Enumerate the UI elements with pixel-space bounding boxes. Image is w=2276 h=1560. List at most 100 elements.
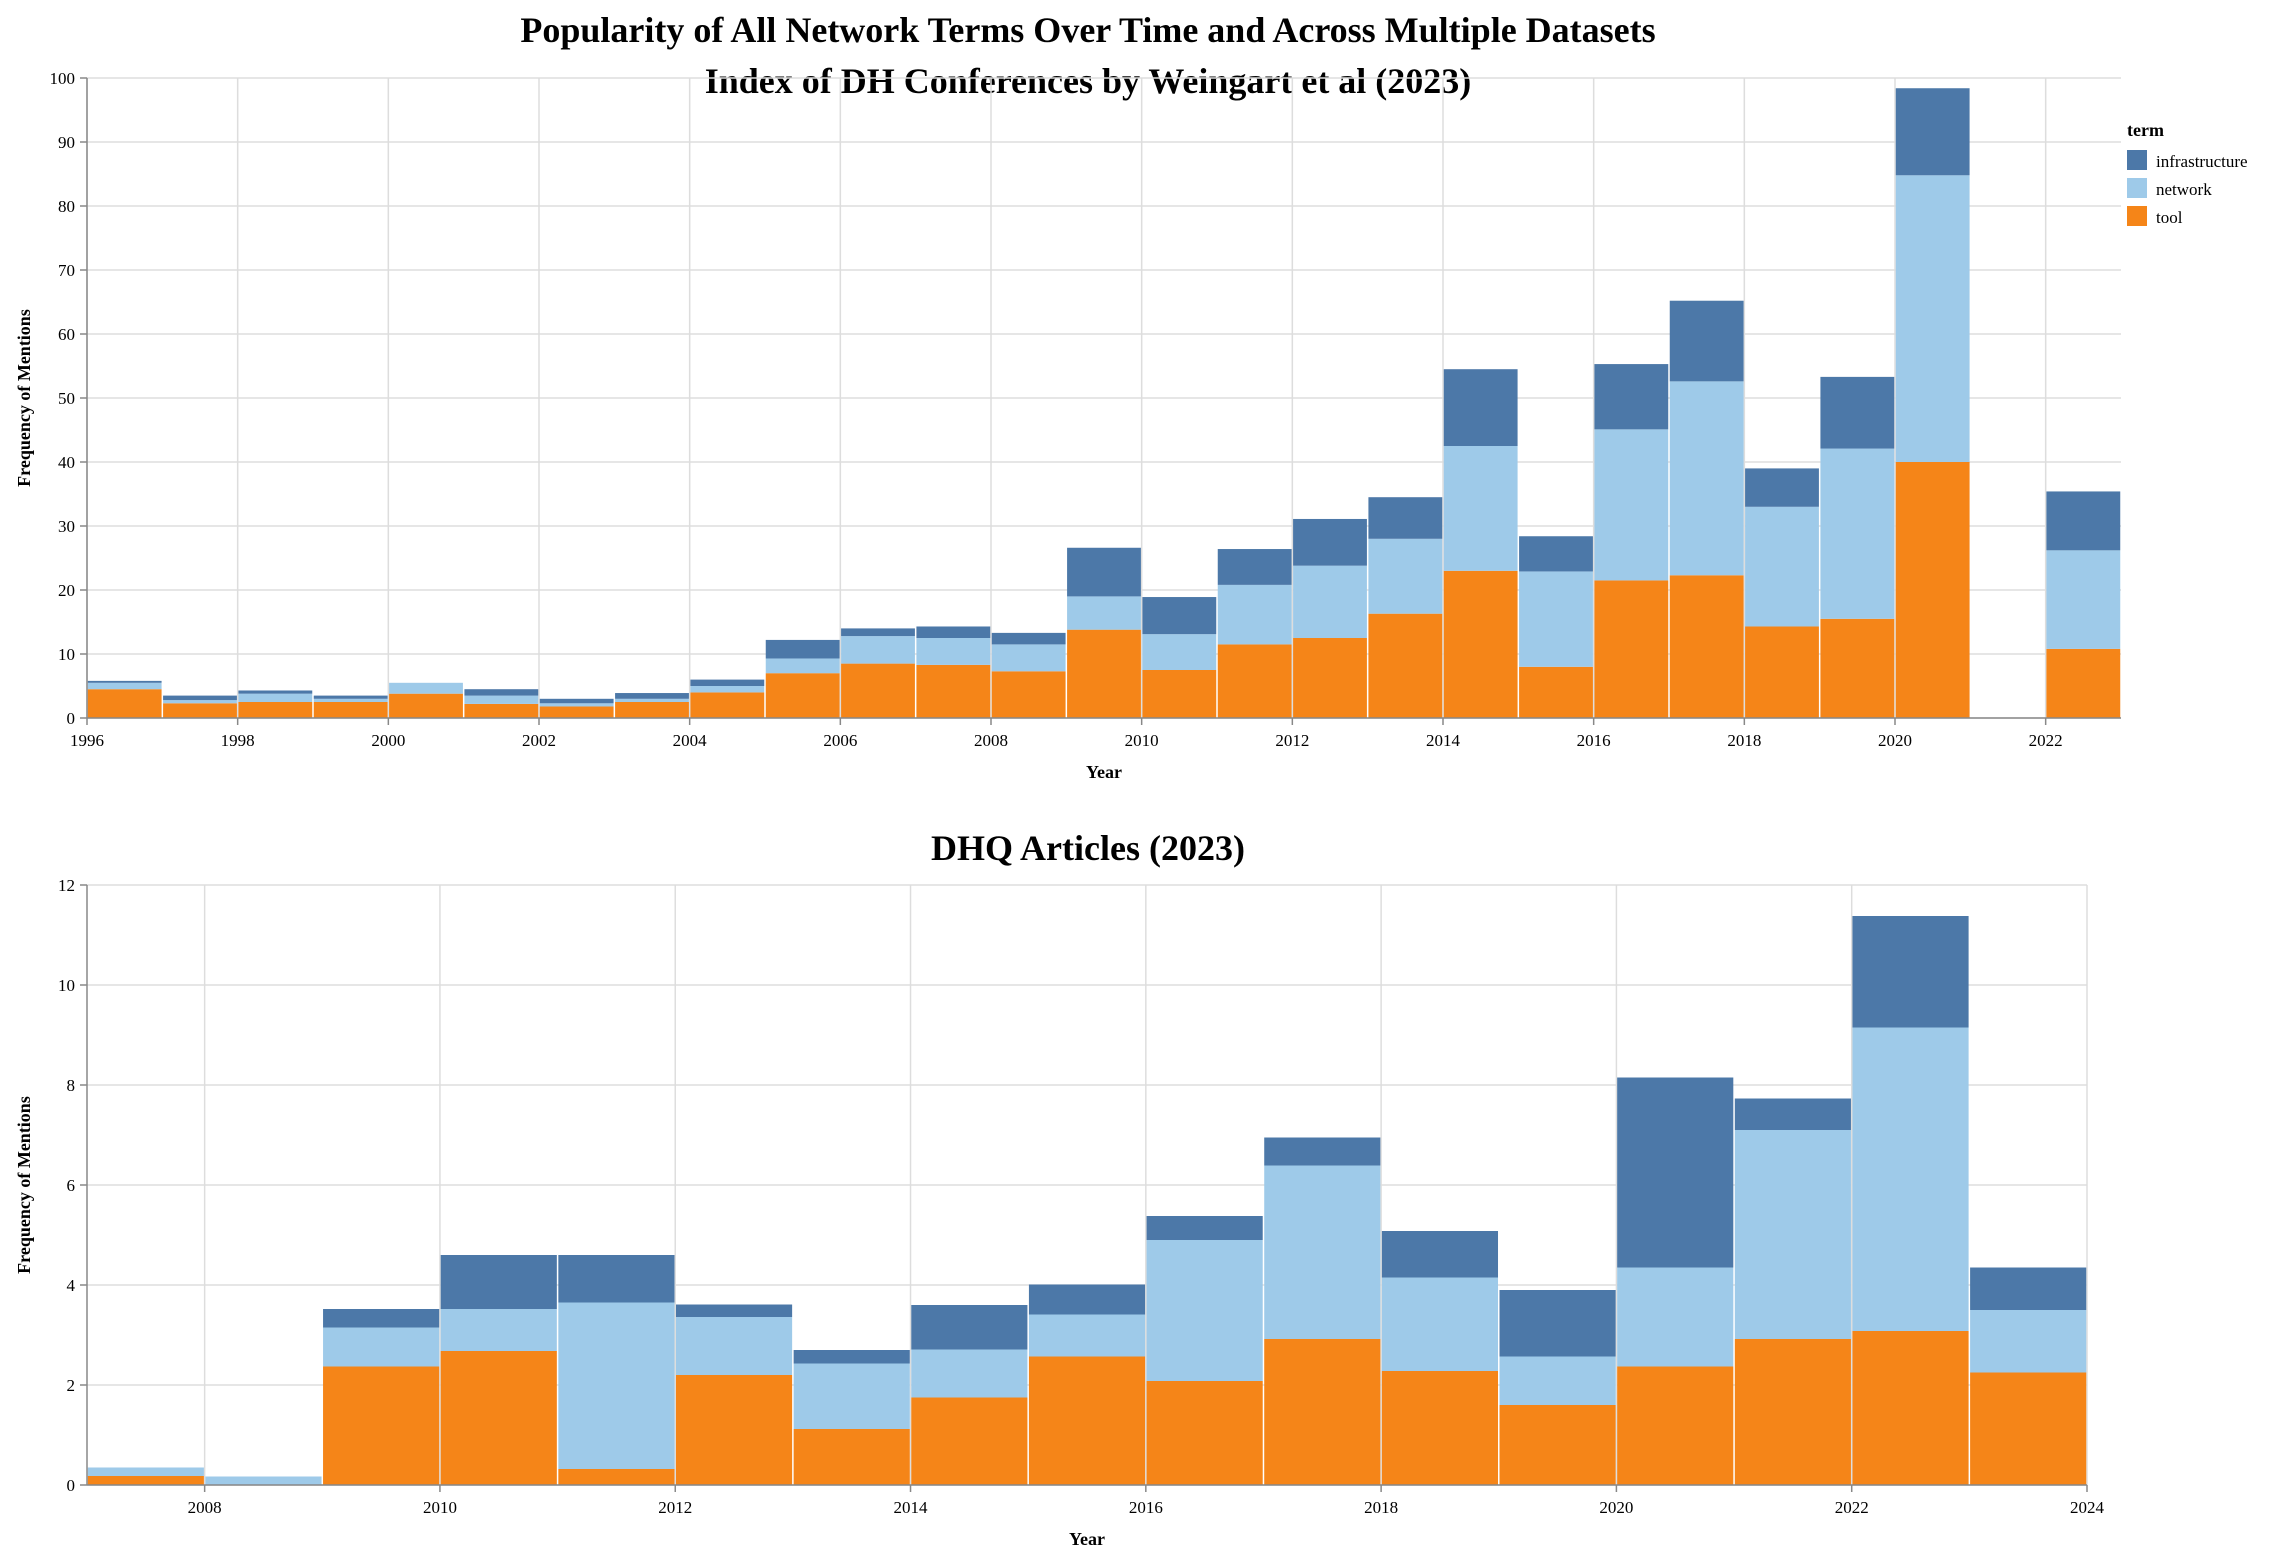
bar-conf-tool-2009	[1067, 629, 1141, 718]
x-tick-label-1998: 1998	[221, 731, 255, 750]
legend: term infrastructure network tool	[2127, 120, 2248, 227]
x-tick-label-2020: 2020	[1599, 1498, 1633, 1517]
bar-conf-tool-2005	[765, 673, 840, 718]
bar-conf-tool-2004	[690, 692, 765, 718]
bar-conf-tool-2003	[615, 702, 689, 718]
bar-dhq-network-2013	[793, 1363, 910, 1429]
bar-conf-network-2000	[389, 682, 463, 694]
y-tick-label-60: 60	[58, 325, 75, 344]
bar-conf-network-2009	[1067, 596, 1141, 630]
y-tick-label-50: 50	[58, 389, 75, 408]
bar-dhq-infrastructure-2013	[793, 1350, 910, 1364]
bar-dhq-network-2019	[1499, 1356, 1616, 1405]
bar-dhq-network-2012	[675, 1317, 793, 1375]
bar-conf-infrastructure-2004	[690, 679, 765, 686]
bar-dhq-network-2007	[87, 1467, 204, 1476]
y-tick-label-90: 90	[58, 133, 75, 152]
legend-item-tool: tool	[2127, 206, 2183, 227]
bar-dhq-network-2022	[1852, 1027, 1969, 1331]
bar-dhq-tool-2023	[1970, 1372, 2087, 1485]
bar-dhq-tool-2015	[1028, 1356, 1146, 1485]
x-tick-label-2020: 2020	[1878, 731, 1912, 750]
bar-conf-infrastructure-2022	[2046, 491, 2121, 551]
x-tick-label-2018: 2018	[1364, 1498, 1398, 1517]
bar-dhq-network-2016	[1146, 1240, 1263, 1381]
bar-conf-tool-1997	[163, 703, 237, 718]
y-tick-label-0: 0	[67, 709, 76, 728]
bar-conf-tool-1996	[87, 689, 162, 718]
bar-dhq-infrastructure-2023	[1970, 1267, 2087, 1310]
bar-dhq-tool-2012	[675, 1375, 793, 1485]
bar-conf-network-2003	[615, 698, 689, 702]
bar-conf-infrastructure-2003	[615, 693, 689, 699]
bar-conf-infrastructure-2008	[991, 632, 1066, 645]
x-tick-label-2008: 2008	[974, 731, 1008, 750]
bar-dhq-tool-2020	[1617, 1366, 1734, 1485]
bar-dhq-network-2010	[440, 1309, 557, 1351]
bar-conf-tool-2022	[2046, 648, 2121, 718]
bar-dhq-infrastructure-2022	[1852, 916, 1969, 1028]
y-tick-label-100: 100	[50, 69, 76, 88]
bar-dhq-infrastructure-2014	[911, 1305, 1028, 1350]
bar-dhq-tool-2019	[1499, 1405, 1616, 1485]
bar-conf-network-2005	[765, 658, 840, 674]
x-tick-label-2000: 2000	[371, 731, 405, 750]
legend-title: term	[2127, 120, 2164, 140]
x-tick-label-2012: 2012	[1275, 731, 1309, 750]
x-tick-label-2010: 2010	[1125, 731, 1159, 750]
y-tick-label-2: 2	[67, 1376, 76, 1395]
bar-dhq-tool-2010	[440, 1351, 557, 1485]
bar-conf-network-2013	[1368, 538, 1443, 614]
bar-dhq-infrastructure-2020	[1617, 1077, 1734, 1268]
bar-conf-infrastructure-2006	[841, 628, 915, 637]
bar-conf-network-2004	[690, 686, 765, 693]
bar-dhq-infrastructure-2021	[1734, 1098, 1851, 1130]
bar-conf-network-2007	[916, 638, 991, 665]
bar-conf-tool-1999	[313, 702, 388, 718]
y-tick-label-10: 10	[58, 976, 75, 995]
legend-swatch-tool	[2127, 206, 2147, 226]
bar-dhq-infrastructure-2011	[558, 1255, 675, 1303]
bar-conf-infrastructure-2019	[1820, 376, 1895, 449]
x-tick-label-2008: 2008	[188, 1498, 222, 1517]
bar-conf-network-2012	[1293, 565, 1367, 638]
bar-conf-tool-2006	[841, 663, 915, 718]
bar-dhq-network-2020	[1617, 1267, 1734, 1367]
bar-conf-tool-2014	[1443, 570, 1518, 718]
bar-conf-tool-2007	[916, 664, 991, 718]
bar-conf-infrastructure-2016	[1594, 364, 1669, 430]
x-tick-label-2010: 2010	[423, 1498, 457, 1517]
bar-conf-tool-2012	[1293, 638, 1367, 718]
bar-dhq-network-2023	[1970, 1310, 2087, 1373]
bar-conf-infrastructure-2017	[1669, 300, 1744, 382]
bar-conf-network-2020	[1895, 175, 1970, 462]
bar-conf-infrastructure-2011	[1217, 549, 1292, 585]
bar-dhq-network-2009	[323, 1327, 440, 1367]
bar-conf-infrastructure-2018	[1745, 468, 1819, 507]
y-tick-label-6: 6	[67, 1176, 76, 1195]
bar-dhq-network-2011	[558, 1302, 675, 1469]
y-tick-label-8: 8	[67, 1076, 76, 1095]
bar-dhq-tool-2007	[87, 1476, 204, 1485]
y-tick-label-10: 10	[58, 645, 75, 664]
bar-conf-infrastructure-2001	[464, 689, 539, 696]
bar-conf-network-2018	[1745, 506, 1819, 627]
chart-panel-conferences: 1996 1998 2000 2002 2004 2006 2008 2010 2012 2014…	[14, 69, 2121, 782]
chart-subtitle: Index of DH Conferences by Weingart et a…	[705, 61, 1472, 101]
bar-dhq-tool-2013	[793, 1429, 910, 1485]
bar-conf-infrastructure-2020	[1895, 88, 1970, 176]
bar-conf-network-2008	[991, 644, 1066, 672]
bar-conf-infrastructure-2012	[1293, 518, 1367, 566]
bar-dhq-network-2008	[205, 1476, 322, 1485]
x-tick-label-2012: 2012	[658, 1498, 692, 1517]
bar-conf-infrastructure-1997	[163, 695, 237, 701]
x-tick-label-2002: 2002	[522, 731, 556, 750]
bar-dhq-network-2021	[1734, 1130, 1851, 1339]
legend-item-infrastructure: infrastructure	[2127, 150, 2248, 171]
x-tick-label-2014: 2014	[894, 1498, 929, 1517]
bar-conf-infrastructure-1996	[87, 680, 162, 683]
x-tick-label-2014: 2014	[1426, 731, 1461, 750]
legend-label-infrastructure: infrastructure	[2156, 152, 2248, 171]
bar-conf-network-2014	[1443, 446, 1518, 571]
